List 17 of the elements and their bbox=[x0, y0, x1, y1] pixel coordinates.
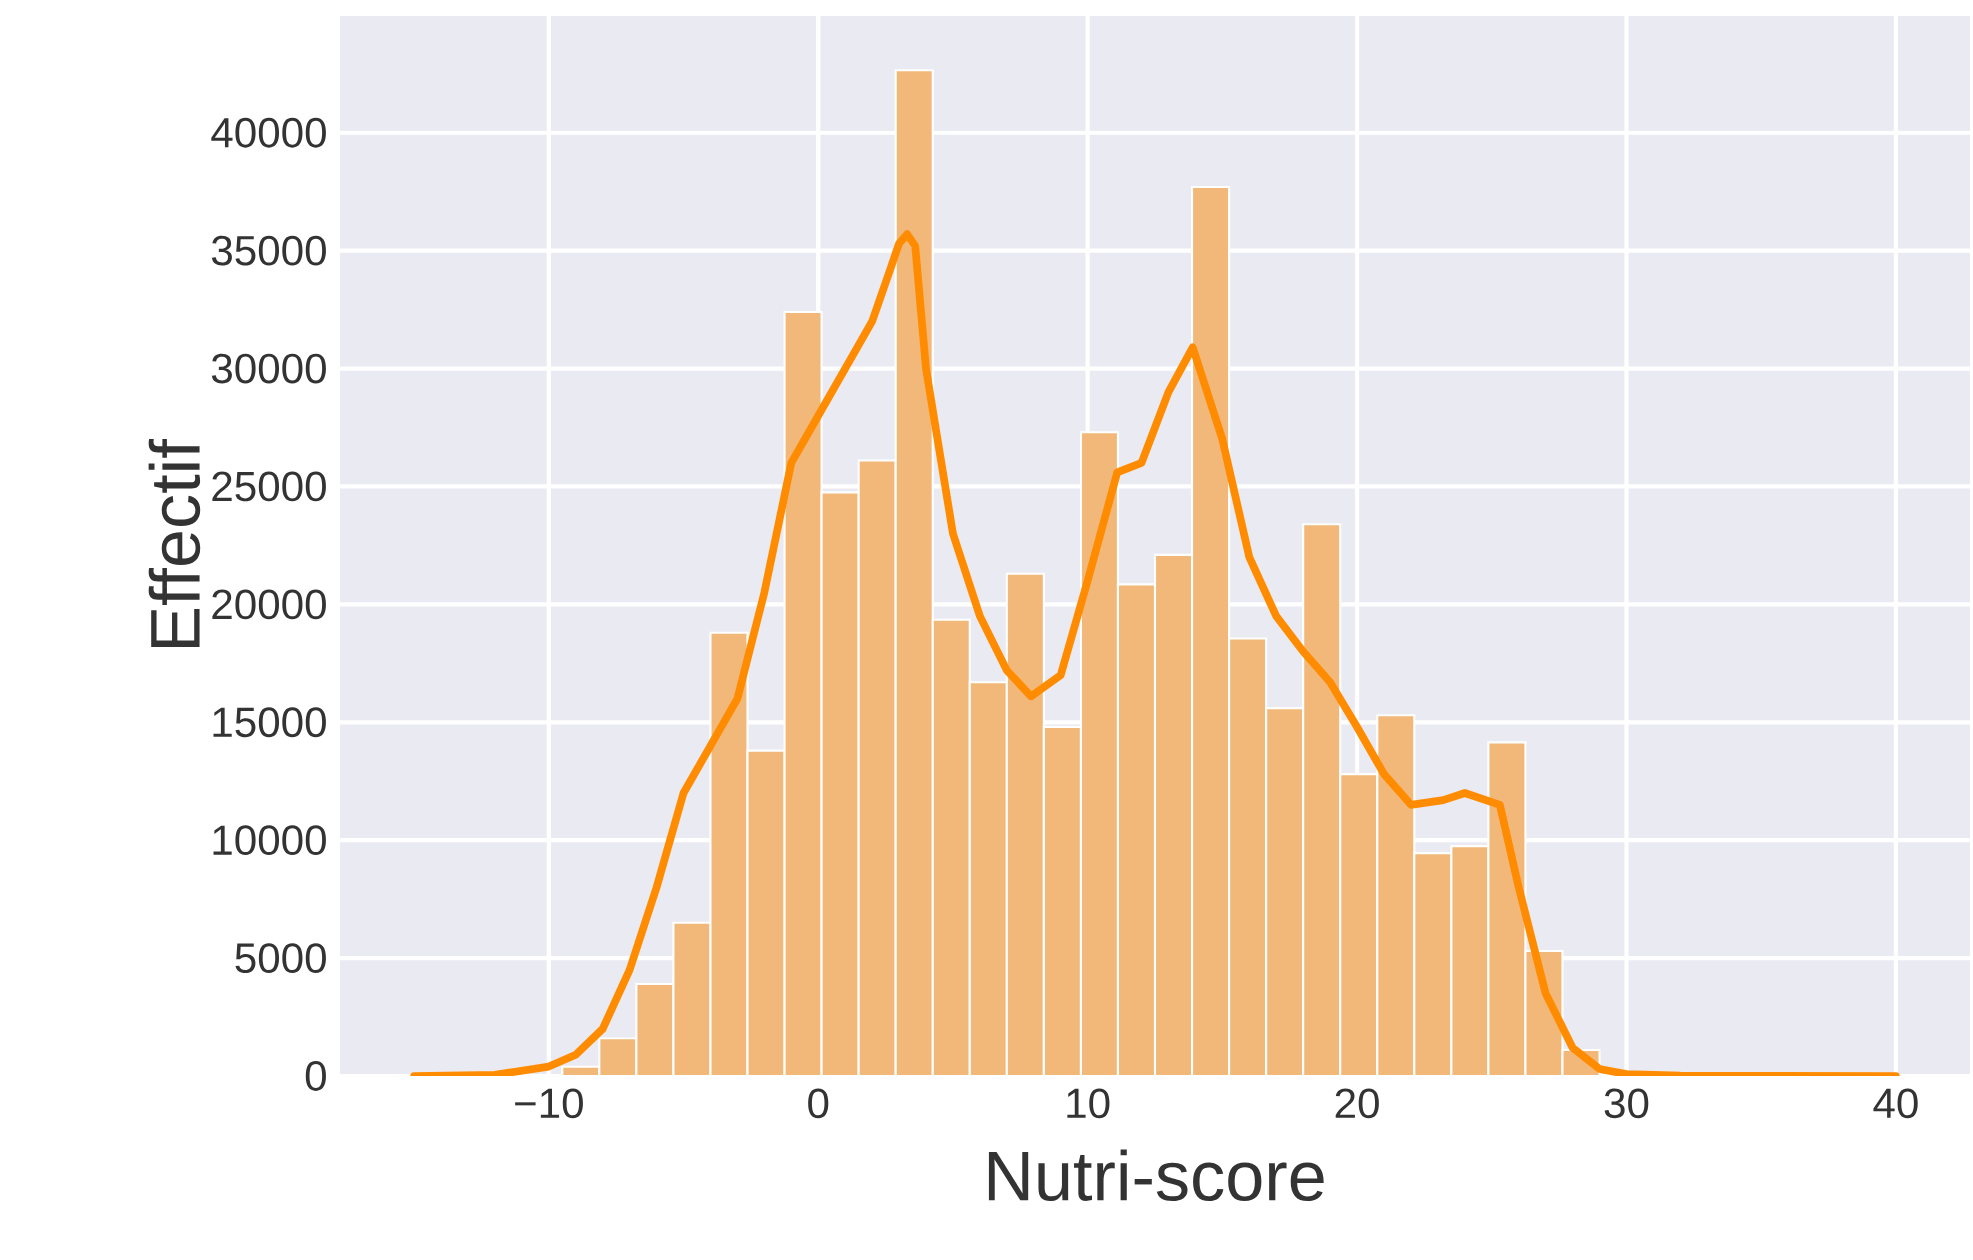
x-tick-label: 0 bbox=[808, 1088, 829, 1119]
y-tick-label: 40000 bbox=[211, 117, 326, 148]
x-tick-label: 40 bbox=[1873, 1088, 1918, 1119]
x-tick-label: −10 bbox=[515, 1088, 583, 1119]
x-tick-label: 30 bbox=[1604, 1088, 1649, 1119]
y-tick-label: 30000 bbox=[211, 353, 326, 384]
y-tick-label: 5000 bbox=[235, 943, 326, 973]
x-tick-label: 20 bbox=[1335, 1088, 1379, 1119]
y-tick-label: 0 bbox=[305, 1061, 326, 1091]
x-tick-label: 10 bbox=[1067, 1088, 1110, 1119]
y-axis-title: Effectif bbox=[148, 439, 201, 648]
y-tick-label: 25000 bbox=[212, 471, 326, 502]
x-axis-title: Nutri-score bbox=[988, 1149, 1324, 1202]
y-tick-label: 15000 bbox=[213, 707, 326, 738]
y-tick-label: 35000 bbox=[211, 235, 326, 266]
y-tick-label: 20000 bbox=[212, 589, 326, 620]
y-tick-label: 10000 bbox=[213, 825, 326, 856]
